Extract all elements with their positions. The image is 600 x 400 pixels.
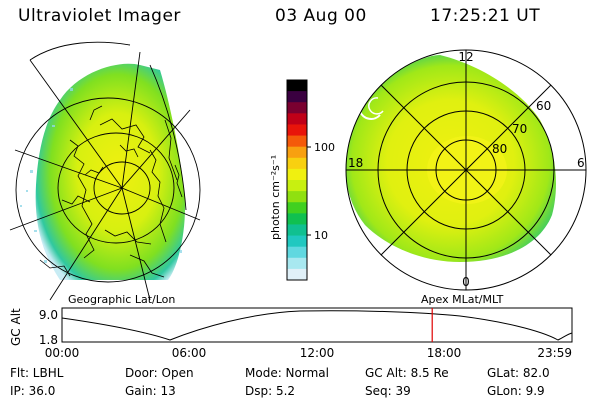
- colorbar-stripe: [287, 168, 307, 181]
- lat-label-80: 80: [492, 142, 507, 156]
- colorbar-stripe: [287, 91, 307, 103]
- colorbar-stripe: [287, 235, 307, 248]
- info-mode: Mode: Normal: [245, 366, 329, 380]
- timeline-ylabel: GC Alt: [9, 308, 23, 346]
- colorbar-stripe: [287, 257, 307, 270]
- colorbar-stripe: [287, 191, 307, 203]
- colorbar-unit-label: photon cm⁻²s⁻¹: [269, 155, 282, 240]
- lat-label-70: 70: [512, 122, 527, 136]
- polar-grid: [345, 49, 587, 291]
- mlt-label-6: 6: [577, 156, 585, 170]
- glint-arc-inner: [368, 97, 384, 115]
- timeline-tick-0600: 06:00: [172, 346, 207, 360]
- timeline-tick-0000: 00:00: [45, 346, 80, 360]
- colorbar-stripe: [287, 124, 307, 137]
- info-gain: Gain: 13: [125, 384, 176, 398]
- colorbar-stripe: [287, 102, 307, 114]
- colorbar-stripe: [287, 146, 307, 159]
- geographic-image-panel: [9, 41, 201, 301]
- timeline-tick-1800: 18:00: [427, 346, 462, 360]
- date-label: 03 Aug 00: [275, 6, 367, 26]
- info-door: Door: Open: [125, 366, 194, 380]
- info-glat: GLat: 82.0: [487, 366, 550, 380]
- lat-lon-grid: [9, 41, 201, 301]
- colorbar-stripe: [287, 157, 307, 170]
- time-label: 17:25:21 UT: [430, 6, 541, 26]
- timeline-tick-2359: 23:59: [537, 346, 572, 360]
- colorbar-stripe: [287, 180, 307, 192]
- apex-polar-panel: 12 18 6 0 60 70 80: [345, 49, 587, 291]
- timeline-tick-1200: 12:00: [300, 346, 335, 360]
- colorbar-tick-label-10: 10: [314, 229, 328, 242]
- info-flt: Flt: LBHL: [10, 366, 64, 380]
- info-glon: GLon: 9.9: [487, 384, 545, 398]
- colorbar-stripe: [287, 213, 307, 225]
- info-seq: Seq: 39: [365, 384, 411, 398]
- colorbar-stripes: [287, 80, 307, 281]
- colorbar: 100 10 photon cm⁻²s⁻¹: [269, 79, 335, 281]
- colorbar-stripe: [287, 268, 307, 281]
- timeline-frame: [61, 307, 573, 343]
- info-ip: IP: 36.0: [10, 384, 56, 398]
- left-panel-caption: Geographic Lat/Lon: [68, 293, 175, 306]
- colorbar-frame: [286, 79, 308, 281]
- timeline-ymax-label: 9.0: [39, 308, 58, 322]
- colorbar-stripe: [287, 246, 307, 259]
- colorbar-stripe: [287, 224, 307, 237]
- colorbar-tick-label-100: 100: [314, 141, 335, 154]
- timeline-ymin-label: 1.8: [39, 333, 58, 347]
- mlt-label-12: 12: [458, 50, 473, 64]
- right-panel-caption: Apex MLat/MLT: [421, 293, 504, 306]
- colorbar-stripe: [287, 135, 307, 148]
- altitude-timeline: 9.0 1.8 GC Alt 00:00 06:00 12:00 18:00 2…: [9, 307, 573, 360]
- colorbar-stripe: [287, 202, 307, 214]
- left-image-noise: [20, 88, 182, 263]
- mlt-label-0: 0: [462, 275, 470, 289]
- info-gc-alt: GC Alt: 8.5 Re: [365, 366, 449, 380]
- altitude-curve: [61, 310, 573, 341]
- colorbar-stripe: [287, 80, 307, 92]
- colorbar-stripe: [287, 113, 307, 125]
- info-dsp: Dsp: 5.2: [245, 384, 296, 398]
- instrument-title: Ultraviolet Imager: [18, 6, 181, 26]
- mlt-label-18: 18: [348, 156, 363, 170]
- lat-label-60: 60: [536, 99, 551, 113]
